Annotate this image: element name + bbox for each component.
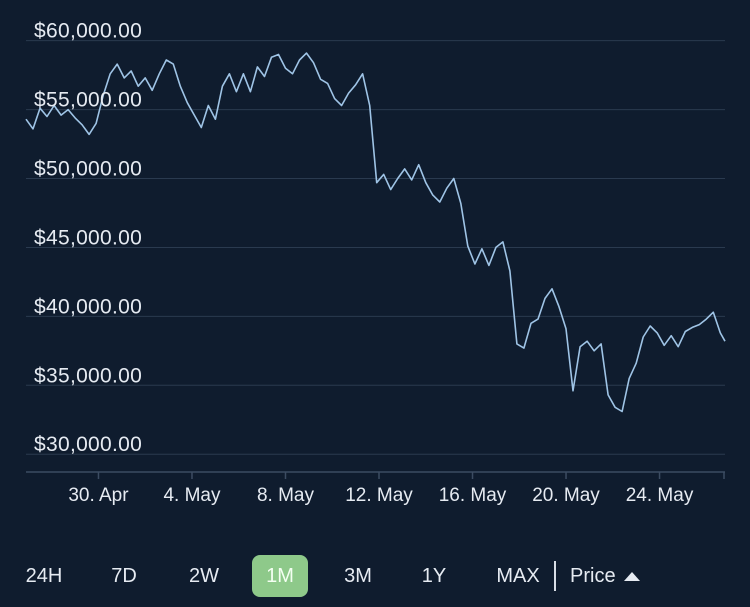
y-tick-label: $40,000.00	[34, 295, 142, 318]
y-tick-label: $55,000.00	[34, 89, 142, 112]
y-tick-label: $30,000.00	[34, 433, 142, 456]
range-1y-button[interactable]: 1Y	[418, 555, 450, 597]
y-tick-label: $45,000.00	[34, 226, 142, 249]
range-selector: 24H 7D 2W 1M 3M 1Y MAX Price	[16, 554, 736, 598]
price-chart: $60,000.00 $55,000.00 $50,000.00 $45,000.00…	[25, 20, 726, 506]
price-sort-label: Price	[570, 564, 616, 587]
triangle-up-icon	[623, 571, 640, 581]
y-tick-label: $60,000.00	[34, 20, 142, 43]
x-tick-label: 20. May	[532, 485, 600, 506]
x-tick-label: 24. May	[626, 485, 694, 506]
x-axis: 30. Apr 4. May 8. May 12. May 16. May 20. May…	[26, 471, 725, 506]
y-tick-label: $35,000.00	[34, 364, 142, 387]
x-tick-label: 30. Apr	[68, 485, 129, 506]
divider	[554, 561, 556, 591]
range-1m-button[interactable]: 1M	[252, 555, 308, 597]
grid-lines	[26, 40, 725, 455]
range-24h-button[interactable]: 24H	[16, 555, 72, 597]
range-2w-button[interactable]: 2W	[184, 555, 224, 597]
x-tick-label: 16. May	[439, 485, 507, 506]
range-7d-button[interactable]: 7D	[104, 555, 144, 597]
y-tick-label: $50,000.00	[34, 158, 142, 181]
y-axis: $60,000.00 $55,000.00 $50,000.00 $45,000.00…	[34, 20, 142, 457]
price-series	[25, 52, 726, 413]
price-sort-button[interactable]: Price	[570, 565, 640, 588]
price-line	[25, 52, 726, 413]
x-tick-label: 12. May	[345, 485, 413, 506]
range-max-button[interactable]: MAX	[490, 555, 546, 597]
range-3m-button[interactable]: 3M	[338, 555, 378, 597]
x-tick-label: 8. May	[257, 485, 315, 506]
x-tick-label: 4. May	[163, 485, 221, 506]
